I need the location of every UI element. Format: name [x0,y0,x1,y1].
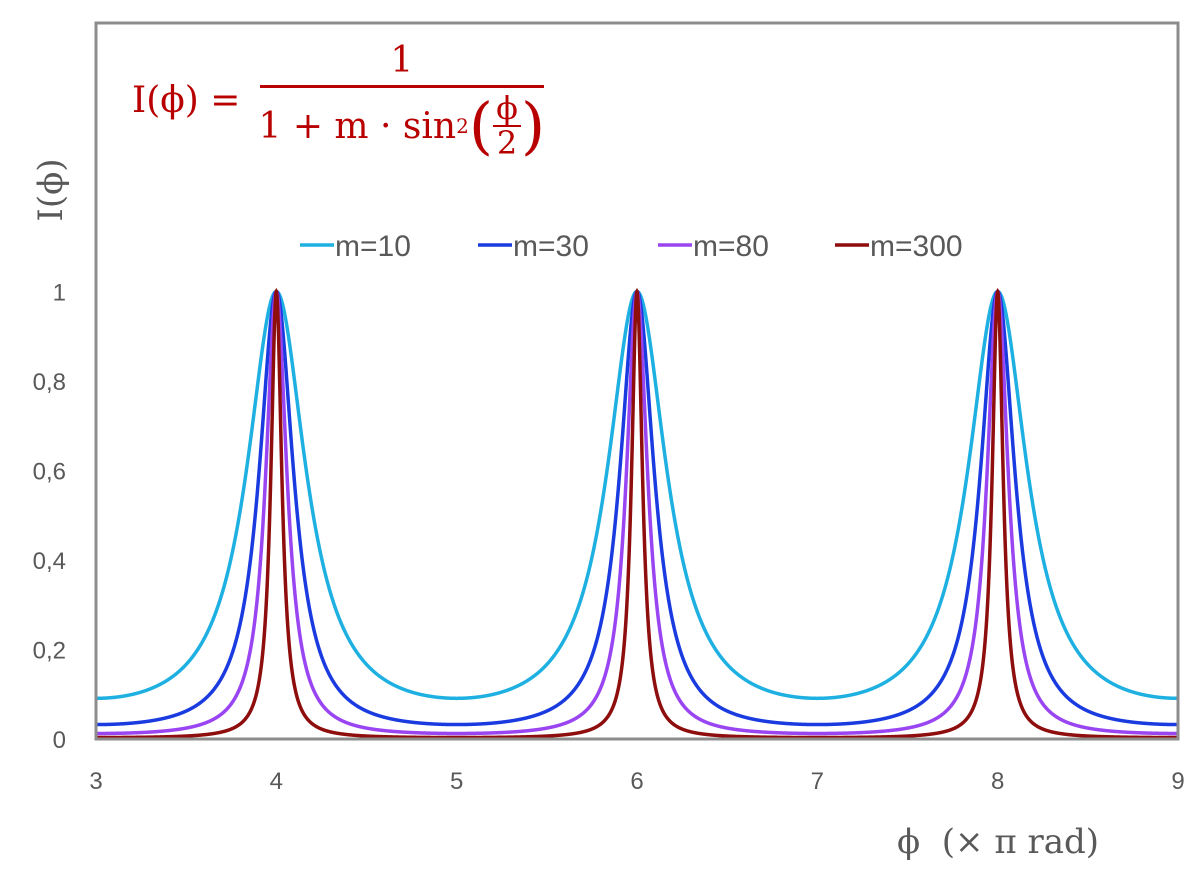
series-lines [96,287,1178,740]
chart-title-formula: I(ϕ) = 1 1 + m · sin 2 ( ϕ 2 ) [132,40,545,161]
x-tick-label: 3 [89,768,102,795]
formula-lhs: I(ϕ) = [132,79,241,121]
denominator-prefix: 1 + m · sin [258,105,457,147]
x-tick-label: 9 [1171,768,1184,795]
y-tick-label: 0,4 [33,548,66,575]
inner-numerator: ϕ [496,88,518,127]
formula-numerator: 1 [390,40,414,81]
y-tick-label: 0 [53,727,66,754]
y-tick-label: 0,2 [33,638,66,665]
exponent: 2 [456,114,469,139]
y-tick-label: 1 [53,280,66,307]
inner-fraction: ϕ 2 [493,88,522,163]
y-tick-label: 0,6 [33,459,66,486]
x-tick-label: 8 [991,768,1004,795]
legend-item: m=300 [835,230,963,263]
legend-item: m=30 [478,230,589,263]
x-tick-label: 6 [630,768,643,795]
right-paren: ) [521,89,546,163]
x-tick-label: 7 [811,768,824,795]
legend: m=10 m=30 m=80 m=300 [300,230,963,263]
legend-label: m=300 [870,230,963,263]
x-tick-label: 5 [450,768,463,795]
legend-item: m=10 [300,230,411,263]
formula-fraction: 1 1 + m · sin 2 ( ϕ 2 ) [258,40,545,161]
y-tick-labels: 0 0,2 0,4 0,6 0,8 1 [33,280,66,755]
x-tick-labels: 3 4 5 6 7 8 9 [89,768,1184,795]
plot-frame [94,21,1180,741]
inner-fraction-bar [493,125,522,128]
x-tick-label: 4 [270,768,283,795]
inner-denominator: 2 [496,124,518,163]
series-line-m-80 [96,289,1178,736]
legend-item: m=80 [658,230,769,263]
x-axis-label: ϕ (× π rad) [897,822,1099,862]
legend-label: m=80 [693,230,769,263]
series-line-m-300 [96,287,1178,740]
left-paren: ( [468,89,494,163]
series-line-m-30 [96,289,1178,727]
legend-label: m=30 [513,230,589,263]
y-tick-label: 0,8 [33,369,66,396]
fraction-bar [259,85,544,88]
y-axis-label: I(ϕ) [31,158,71,221]
formula-denominator: 1 + m · sin 2 ( ϕ 2 ) [258,88,545,161]
legend-label: m=10 [335,230,411,263]
